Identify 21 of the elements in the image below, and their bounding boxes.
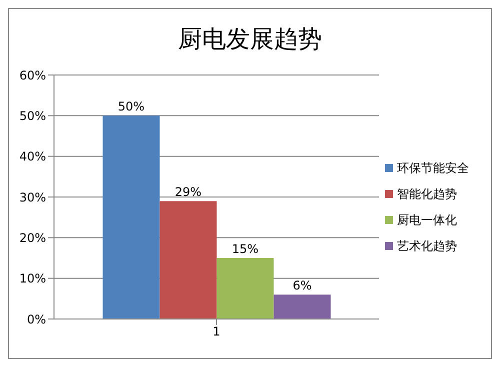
x-tick-label: 1: [212, 324, 220, 339]
y-tick-label: 50%: [19, 108, 46, 123]
legend-label: 艺术化趋势: [397, 238, 457, 252]
data-label: 6%: [292, 278, 312, 293]
legend-label: 智能化趋势: [397, 186, 457, 200]
data-label: 29%: [174, 185, 202, 200]
chart-title: 厨电发展趋势: [177, 24, 323, 55]
legend-label: 环保节能安全: [397, 160, 469, 174]
bar: [160, 201, 217, 319]
bar: [216, 258, 274, 319]
data-label: 50%: [118, 100, 145, 114]
y-tick-label: 40%: [19, 150, 46, 164]
bar: [274, 294, 331, 319]
legend-label: 厨电一体化: [397, 212, 457, 226]
y-tick-label: 10%: [19, 272, 46, 286]
data-label: 15%: [232, 242, 259, 256]
y-tick-label: 0%: [26, 312, 46, 326]
y-tick-label: 30%: [19, 190, 46, 204]
y-tick-label: 60%: [19, 68, 46, 82]
y-tick-label: 20%: [19, 230, 46, 245]
bar: [102, 116, 160, 319]
